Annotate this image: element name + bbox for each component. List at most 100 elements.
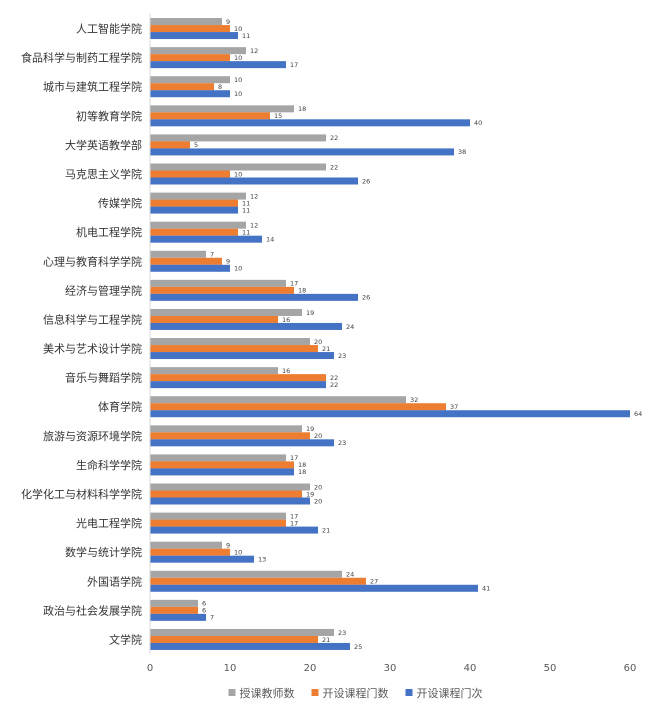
- bar-series-1: [150, 250, 206, 258]
- x-tick-label: 40: [464, 663, 477, 674]
- data-label: 10: [234, 265, 242, 273]
- category-label: 马克思主义学院: [65, 167, 142, 181]
- bar-series-2: [150, 83, 214, 91]
- data-label: 5: [194, 141, 198, 149]
- data-label: 13: [258, 555, 266, 563]
- category-label: 大学英语教学部: [65, 138, 142, 152]
- data-label: 38: [458, 148, 466, 156]
- bar-series-1: [150, 163, 326, 171]
- data-label: 17: [290, 61, 298, 69]
- bar-series-2: [150, 606, 198, 614]
- data-label: 19: [306, 490, 314, 498]
- bar-series-3: [150, 410, 630, 418]
- bar-series-3: [150, 177, 358, 185]
- category-label: 文学院: [109, 632, 142, 646]
- legend-swatch-3: [405, 689, 413, 696]
- bar-series-2: [150, 519, 286, 527]
- bar-series-3: [150, 439, 334, 447]
- bar-series-1: [150, 512, 286, 520]
- data-label: 22: [330, 381, 338, 389]
- category-label: 化学化工与材料科学学院: [21, 487, 142, 501]
- bar-series-1: [150, 192, 246, 200]
- data-label: 10: [234, 54, 242, 62]
- data-label: 24: [346, 571, 354, 579]
- data-label: 22: [330, 163, 338, 171]
- data-label: 6: [202, 600, 206, 608]
- data-label: 37: [450, 403, 458, 411]
- bar-series-3: [150, 119, 470, 127]
- bar-series-3: [150, 381, 326, 389]
- data-label: 16: [282, 316, 290, 324]
- bar-series-1: [150, 47, 246, 55]
- data-label: 12: [250, 221, 258, 229]
- bar-series-3: [150, 206, 238, 214]
- bar-series-1: [150, 221, 246, 229]
- data-label: 7: [210, 614, 214, 622]
- bar-series-1: [150, 105, 294, 113]
- bar-series-2: [150, 403, 446, 411]
- bar-series-3: [150, 555, 254, 563]
- data-label: 10: [234, 548, 242, 556]
- x-tick-label: 60: [624, 663, 637, 674]
- bar-series-2: [150, 199, 238, 207]
- bar-series-3: [150, 264, 230, 272]
- bar-series-3: [150, 61, 286, 69]
- data-label: 9: [226, 541, 230, 549]
- data-label: 20: [314, 497, 322, 505]
- category-label: 机电工程学院: [76, 225, 142, 239]
- bar-series-2: [150, 461, 294, 469]
- bar-series-2: [150, 257, 222, 265]
- data-label: 32: [410, 396, 418, 404]
- data-label: 26: [362, 294, 370, 302]
- data-label: 16: [282, 367, 290, 375]
- bar-series-3: [150, 293, 358, 301]
- data-label: 15: [274, 112, 282, 120]
- bar-series-3: [150, 468, 294, 476]
- data-label: 8: [218, 83, 222, 91]
- data-label: 17: [290, 512, 298, 520]
- category-label: 美术与艺术设计学院: [43, 342, 142, 356]
- data-label: 18: [298, 105, 306, 113]
- bar-series-1: [150, 454, 286, 462]
- bar-series-2: [150, 548, 230, 556]
- category-label: 生命科学学院: [76, 458, 142, 472]
- data-label: 11: [242, 32, 250, 40]
- bar-series-1: [150, 570, 342, 578]
- bar-series-2: [150, 141, 190, 149]
- bar-series-2: [150, 228, 238, 236]
- bar-series-1: [150, 396, 406, 404]
- data-label: 14: [266, 235, 274, 243]
- data-label: 20: [314, 432, 322, 440]
- data-label: 22: [330, 374, 338, 382]
- data-label: 40: [474, 119, 482, 127]
- category-label: 体育学院: [98, 400, 142, 414]
- category-label: 数学与统计学院: [65, 545, 142, 559]
- bar-series-3: [150, 584, 478, 592]
- legend-swatch-2: [311, 689, 319, 696]
- bar-series-1: [150, 76, 230, 84]
- data-label: 12: [250, 192, 258, 200]
- bar-series-2: [150, 577, 366, 585]
- bar-series-3: [150, 32, 238, 40]
- data-label: 9: [226, 258, 230, 266]
- bar-series-3: [150, 90, 230, 98]
- x-tick-label: 30: [384, 663, 397, 674]
- data-label: 25: [354, 643, 362, 651]
- data-label: 10: [234, 90, 242, 98]
- legend-label-2: 开设课程门数: [323, 686, 389, 700]
- bar-series-2: [150, 170, 230, 178]
- data-label: 23: [338, 439, 346, 447]
- bar-series-2: [150, 635, 318, 643]
- category-label: 心理与教育科学学院: [43, 254, 142, 268]
- bar-series-1: [150, 425, 302, 433]
- data-label: 20: [314, 338, 322, 346]
- category-label: 外国语学院: [87, 574, 142, 588]
- category-label: 音乐与舞蹈学院: [65, 371, 142, 385]
- category-label: 人工智能学院: [76, 22, 142, 36]
- bar-series-3: [150, 235, 262, 243]
- data-label: 23: [338, 352, 346, 360]
- data-label: 27: [370, 578, 378, 586]
- data-label: 12: [250, 47, 258, 55]
